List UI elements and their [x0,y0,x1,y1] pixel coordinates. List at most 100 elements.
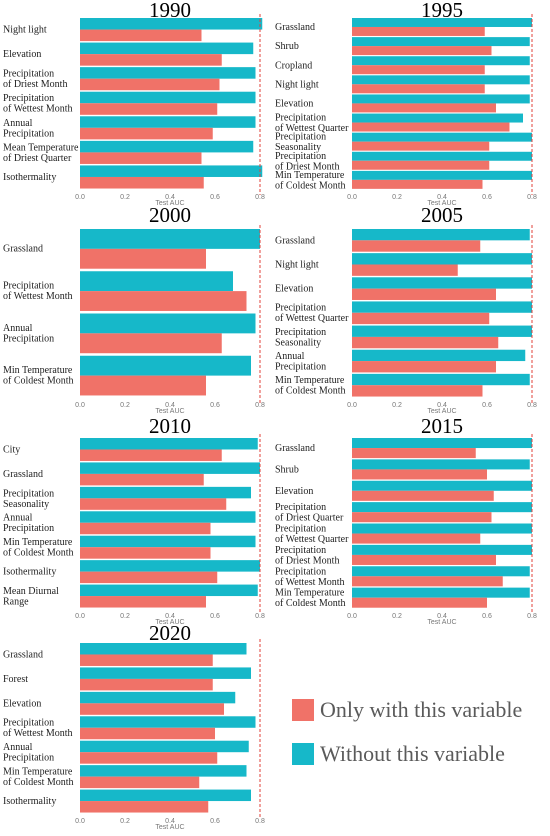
panel-2005-bar-without-annual-precipitation [352,349,526,362]
panel-2010-bar-without-isothermality [80,560,260,572]
panel-2020-tick-label-0-4: 0.4 [165,818,175,825]
panel-1995-bar-only-night-light [352,84,485,94]
panel-2015-category-label-elevation: Elevation [275,486,313,497]
panel-2005-category-label-precipitation-seasonality: Precipitation Seasonality [275,327,326,349]
panel-2015-bar-only-precipitation-of-wettest-month [352,576,503,587]
panel-1995-bar-only-precipitation-of-driest-month [352,160,490,170]
panel-1995-category-label-night-light: Night light [275,79,319,90]
panel-2010-bar-only-grassland [80,473,204,486]
panel-2015-bar-only-precipitation-of-driest-month [352,554,496,565]
panel-2015-category-label-precipitation-of-wettest-month: Precipitation of Wettest Month [275,566,345,588]
panel-2000-bar-without-precipitation-of-wettest-month [80,271,233,292]
panel-2020-bar-without-elevation [80,691,236,704]
panel-1995-bar-without-elevation [352,94,530,104]
panel-2005-category-label-precipitation-of-wettest-quarter: Precipitation of Wettest Quarter [275,303,349,325]
panel-2015-tick-label-0-4: 0.4 [437,613,447,620]
panel-1990-x-axis-title: Test AUC [155,200,184,207]
panel-2015-tick-label-0-6: 0.6 [482,613,492,620]
panel-1995-bar-only-shrub [352,46,492,56]
panel-1990-bar-only-night-light [80,29,202,42]
panel-2000-title: 2000 [149,203,191,227]
legend-label-only: Only with this variable [320,697,523,722]
panel-2005-bar-only-annual-precipitation [352,361,496,373]
panel-2020-bar-only-elevation [80,703,224,715]
panel-1990-bar-only-annual-precipitation [80,127,213,140]
panel-2005-bar-without-precipitation-of-wettest-quarter [352,301,532,313]
panel-2010-bar-only-precipitation-seasonality [80,498,227,510]
panel-1990-category-label-precipitation-of-driest-month: Precipitation of Driest Month [3,69,67,91]
panel-1990-title: 1990 [149,0,191,22]
panel-1995-category-label-shrub: Shrub [275,41,299,52]
panel-1995-category-label-cropland: Cropland [275,60,312,71]
panel-2015-category-label-precipitation-of-wettest-quarter: Precipitation of Wettest Quarter [275,524,349,546]
panel-2005-bar-without-elevation [352,277,532,289]
panel-1995-x-axis-title: Test AUC [427,200,456,207]
panel-2010-bar-only-annual-precipitation [80,522,211,535]
panel-1990-bar-without-annual-precipitation [80,116,256,128]
panel-1995-category-label-min-temperature-of-coldest-month: Min Temperature of Coldest Month [275,170,346,192]
panel-2005-bar-without-min-temperature-of-coldest-month [352,373,530,386]
panel-1995-bar-without-grassland [352,18,532,27]
panel-2005-category-label-min-temperature-of-coldest-month: Min Temperature of Coldest Month [275,375,346,397]
panel-2020-bar-only-grassland [80,654,213,666]
panel-2020-bar-without-forest [80,667,251,679]
panel-1995-category-label-precipitation-of-driest-month: Precipitation of Driest Month [275,151,339,173]
panel-1990-bar-without-elevation [80,42,254,55]
panel-2020-category-label-annual-precipitation: Annual Precipitation [3,742,54,764]
panel-2010-title: 2010 [149,414,191,438]
panel-2020-bar-without-annual-precipitation [80,740,249,753]
panel-1990-bar-only-precipitation-of-driest-month [80,78,220,91]
panel-2010-bar-only-mean-diurnal-range [80,596,206,608]
panel-2015-bar-without-precipitation-of-driest-quarter [352,502,532,513]
panel-2000-tick-label-0-8: 0.8 [255,402,265,409]
panel-2020-category-label-forest: Forest [3,674,28,685]
panel-1995-tick-label-0-0: 0.0 [347,194,357,201]
panel-1990-category-label-precipitation-of-wettest-month: Precipitation of Wettest Month [3,93,73,115]
legend-item-only: Only with this variable [292,697,522,723]
panel-1995-tick-label-0-2: 0.2 [392,194,402,201]
panel-2000-bar-without-min-temperature-of-coldest-month [80,355,251,376]
panel-1995-category-label-grassland: Grassland [275,22,315,33]
legend-swatch-without [292,743,314,765]
panel-2020-category-label-precipitation-of-wettest-month: Precipitation of Wettest Month [3,718,73,740]
legend-item-without: Without this variable [292,741,505,767]
panel-1990-tick-label-0-0: 0.0 [75,194,85,201]
panel-1995-bar-only-cropland [352,65,485,75]
panel-2015-tick-label-0-8: 0.8 [527,613,537,620]
panel-2010-x-axis-title: Test AUC [155,619,184,626]
panel-2020-category-label-isothermality: Isothermality [3,796,56,807]
panel-2010-bar-only-city [80,449,222,461]
panel-1995-bar-only-min-temperature-of-coldest-month [352,179,483,189]
panel-2015-bar-only-min-temperature-of-coldest-month [352,597,487,608]
panel-1990-category-label-night-light: Night light [3,24,47,35]
panel-1990-tick-label-0-6: 0.6 [210,194,220,201]
panel-2010-tick-label-0-4: 0.4 [165,613,175,620]
panel-2005-bar-only-elevation [352,288,496,300]
panel-2010-bar-only-min-temperature-of-coldest-month [80,547,211,559]
panel-1995-category-label-elevation: Elevation [275,98,313,109]
panel-1990-category-label-elevation: Elevation [3,49,41,60]
panel-1995-bar-without-precipitation-of-wettest-quarter [352,113,523,123]
panel-2015-category-label-grassland: Grassland [275,443,315,454]
panel-2005-x-axis-title: Test AUC [427,408,456,415]
panel-2000-tick-label-0-4: 0.4 [165,402,175,409]
panel-2020-category-label-grassland: Grassland [3,649,43,660]
panel-2020-bar-only-min-temperature-of-coldest-month [80,776,200,789]
panel-2020-category-label-elevation: Elevation [3,698,41,709]
panel-2020-tick-label-0-0: 0.0 [75,818,85,825]
panel-2015-tick-label-0-0: 0.0 [347,613,357,620]
panel-2015-category-label-precipitation-of-driest-quarter: Precipitation of Driest Quarter [275,502,344,524]
panel-2015-tick-label-0-2: 0.2 [392,613,402,620]
panel-2005-title: 2005 [421,203,463,227]
panel-2010-bar-without-min-temperature-of-coldest-month [80,535,256,548]
panel-2005-tick-label-0-2: 0.2 [392,402,402,409]
panel-2000-tick-label-0-2: 0.2 [120,402,130,409]
panel-2020-bar-only-precipitation-of-wettest-month [80,727,215,740]
panel-2010-bar-without-precipitation-seasonality [80,486,251,499]
panel-2020-bar-without-min-temperature-of-coldest-month [80,765,247,777]
panel-2020-bar-without-isothermality [80,789,251,802]
panel-1990-bar-without-isothermality [80,165,263,177]
panel-2005-bar-only-min-temperature-of-coldest-month [352,385,483,397]
panel-2015-bar-without-elevation [352,480,532,491]
panel-1995-bar-only-elevation [352,103,496,113]
